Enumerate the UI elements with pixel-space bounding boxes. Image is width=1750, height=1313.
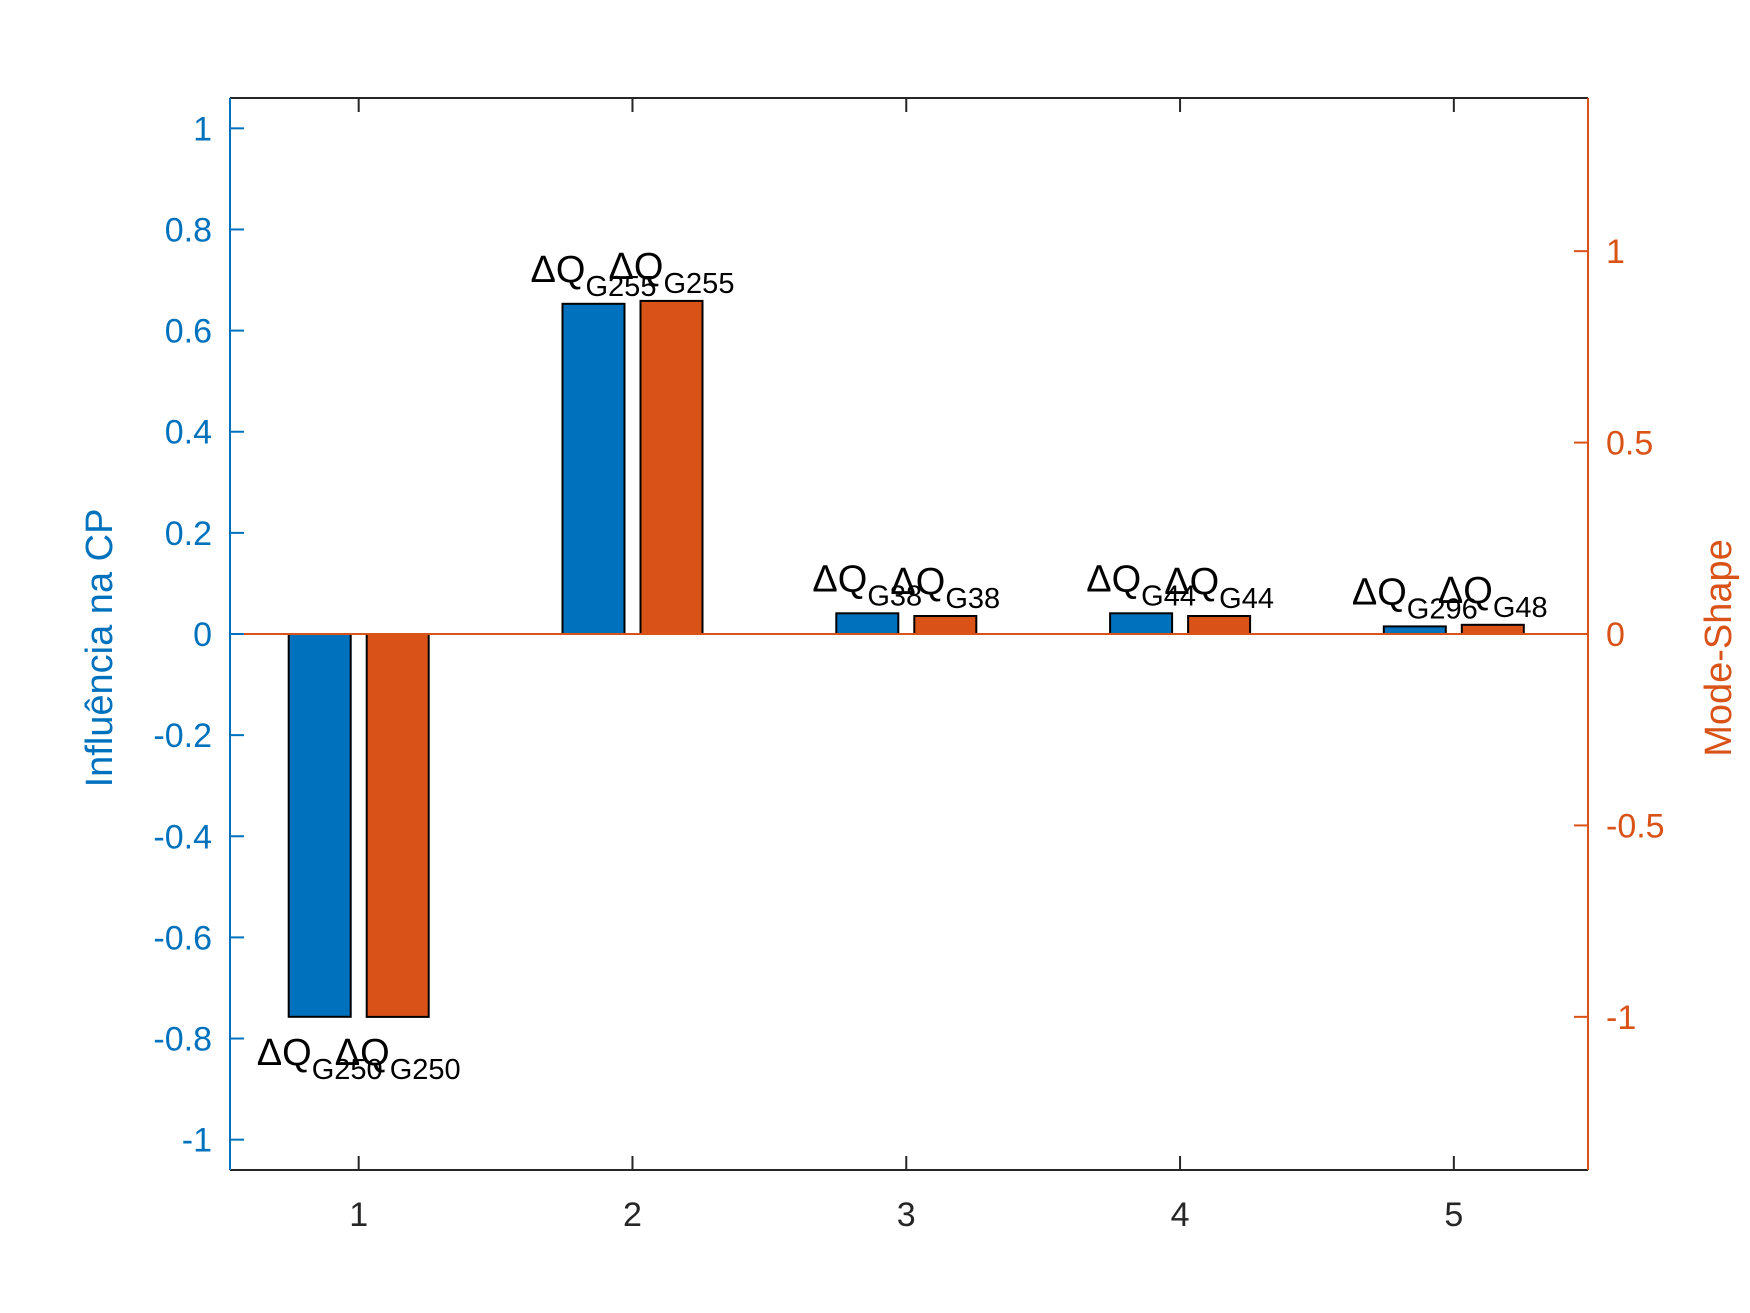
bar-s2-c3 [913, 615, 978, 635]
right-y-tick-label-2: 0 [1606, 616, 1625, 654]
left-y-tick-label-3: -0.4 [153, 818, 212, 856]
right-y-tick-label-0: -1 [1606, 999, 1636, 1037]
left-y-tick-label-0: -1 [182, 1122, 212, 1160]
bar-label-s2-c3: ΔQG38 [890, 561, 1000, 615]
bar-s1-c2 [561, 302, 626, 635]
bar-label-s2-c2: ΔQG255 [609, 246, 735, 300]
bar-s2-c2 [639, 299, 704, 635]
left-y-tick-label-4: -0.2 [153, 717, 212, 755]
bar-label-s1-c5: ΔQG296 [1352, 571, 1478, 625]
bar-label-s1-c3: ΔQG38 [812, 558, 922, 612]
right-y-tick-label-3: 0.5 [1606, 425, 1653, 463]
left-y-tick-label-1: -0.8 [153, 1021, 212, 1059]
bar-label-s1-c4: ΔQG44 [1086, 558, 1196, 612]
left-y-tick-label-9: 0.8 [165, 211, 212, 249]
bar-label-s1-c1: ΔQG250 [257, 1032, 383, 1086]
bar-s1-c4 [1109, 612, 1174, 635]
bar-s2-c5 [1460, 623, 1525, 635]
bars-group [287, 299, 1525, 1018]
right-y-tick-label-1: -0.5 [1606, 807, 1665, 845]
left-y-tick-label-6: 0.2 [165, 515, 212, 553]
right-axis-title: Mode-Shape [1698, 539, 1740, 757]
bar-s2-c1 [365, 633, 430, 1018]
bar-label-s2-c4: ΔQG44 [1164, 561, 1274, 615]
x-tick-label-2: 2 [623, 1196, 642, 1234]
x-tick-label-3: 3 [897, 1196, 916, 1234]
bar-label-s1-c2: ΔQG255 [531, 249, 657, 303]
right-y-tick-label-4: 1 [1606, 233, 1625, 271]
left-y-tick-label-8: 0.6 [165, 313, 212, 351]
bar-s1-c5 [1382, 625, 1447, 636]
bar-label-s2-c1: ΔQG250 [335, 1032, 461, 1086]
left-y-tick-label-7: 0.4 [165, 414, 212, 452]
bar-s2-c4 [1187, 615, 1252, 635]
left-y-tick-label-5: 0 [193, 616, 212, 654]
bar-label-s2-c5: ΔQG48 [1438, 570, 1548, 624]
left-y-tick-label-10: 1 [193, 110, 212, 148]
bar-s1-c3 [835, 612, 900, 635]
left-y-tick-label-2: -0.6 [153, 919, 212, 957]
bar-s1-c1 [287, 633, 352, 1018]
x-tick-label-4: 4 [1171, 1196, 1190, 1234]
axes-group: 1 2 3 4 5 -1 -0.8 -0.6 -0.4 -0.2 0 0.2 0.4 0.6 0.8 1 -1 -… [153, 97, 1665, 1234]
x-tick-label-1: 1 [349, 1196, 368, 1234]
x-tick-label-5: 5 [1444, 1196, 1463, 1234]
bar-labels-group: ΔQG250 ΔQG255 ΔQG38 ΔQG44 ΔQG296 ΔQG250 ΔQG255… [257, 246, 1548, 1086]
left-axis-title: Influência na CP [79, 509, 121, 788]
